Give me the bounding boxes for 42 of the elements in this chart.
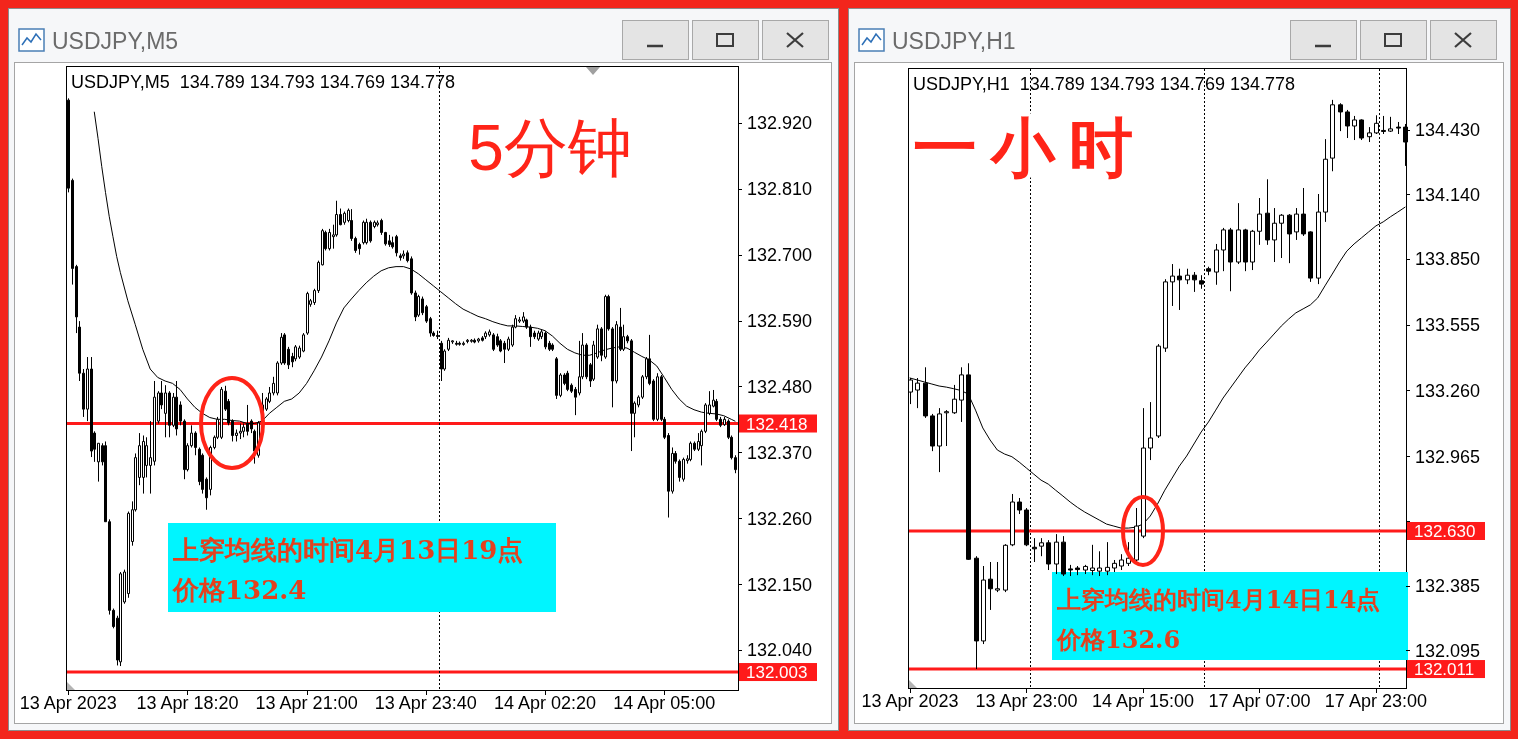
annotation: 5分钟: [468, 112, 632, 184]
x-tick-label: 17 Apr 23:00: [1324, 691, 1427, 711]
x-tick-label: 13 Apr 18:20: [136, 693, 239, 713]
y-tick-label: 132.810: [747, 179, 813, 200]
chart-subtitle: USDJPY,M5 134.789 134.793 134.769 134.778: [71, 71, 455, 92]
annotation: 一小时: [913, 110, 1147, 185]
x-tick-label: 13 Apr 23:40: [374, 693, 477, 713]
chart-title: USDJPY,M5: [52, 28, 179, 54]
y-tick-label: 132.700: [747, 245, 813, 266]
y-tick-label: 132.150: [747, 574, 813, 595]
y-tick-label: 132.965: [1415, 446, 1481, 467]
annotation: 价格132.4: [172, 575, 307, 605]
y-tick-label: 132.920: [747, 113, 813, 134]
x-tick-label: 13 Apr 21:00: [255, 693, 358, 713]
chart-subtitle: USDJPY,H1 134.789 134.793 134.769 134.778: [913, 73, 1295, 94]
annotation: 上穿均线的时间4月14日14点: [1056, 585, 1381, 614]
y-tick-label: 132.260: [747, 508, 813, 529]
x-tick-label: 14 Apr 02:20: [494, 693, 597, 713]
ref-line-label: 132.003: [746, 663, 808, 683]
y-tick-label: 134.430: [1415, 120, 1481, 141]
ref-line-label: 132.011: [1414, 660, 1475, 680]
ref-line-label: 132.630: [1414, 521, 1476, 541]
y-tick-label: 132.370: [747, 442, 813, 463]
x-tick-label: 14 Apr 05:00: [613, 693, 716, 713]
y-tick-label: 133.850: [1415, 249, 1481, 270]
ref-line-label: 132.418: [746, 414, 808, 434]
x-tick-label: 13 Apr 23:00: [975, 691, 1078, 711]
chart-title: USDJPY,H1: [892, 28, 1016, 54]
y-tick-label: 133.260: [1415, 380, 1481, 401]
x-tick-label: 17 Apr 07:00: [1208, 691, 1311, 711]
x-tick-label: 13 Apr 2023: [19, 693, 117, 713]
x-tick-label: 13 Apr 2023: [861, 691, 959, 711]
y-tick-label: 132.385: [1415, 576, 1481, 597]
y-tick-label: 132.040: [747, 640, 813, 661]
y-tick-label: 132.590: [747, 311, 813, 332]
y-tick-label: 133.555: [1415, 315, 1481, 336]
annotation: 上穿均线的时间4月13日19点: [172, 535, 524, 565]
y-tick-label: 132.095: [1415, 640, 1481, 661]
x-tick-label: 14 Apr 15:00: [1091, 691, 1195, 711]
y-tick-label: 134.140: [1415, 184, 1481, 205]
y-tick-label: 132.480: [747, 376, 813, 397]
annotation: 价格132.6: [1056, 625, 1181, 654]
